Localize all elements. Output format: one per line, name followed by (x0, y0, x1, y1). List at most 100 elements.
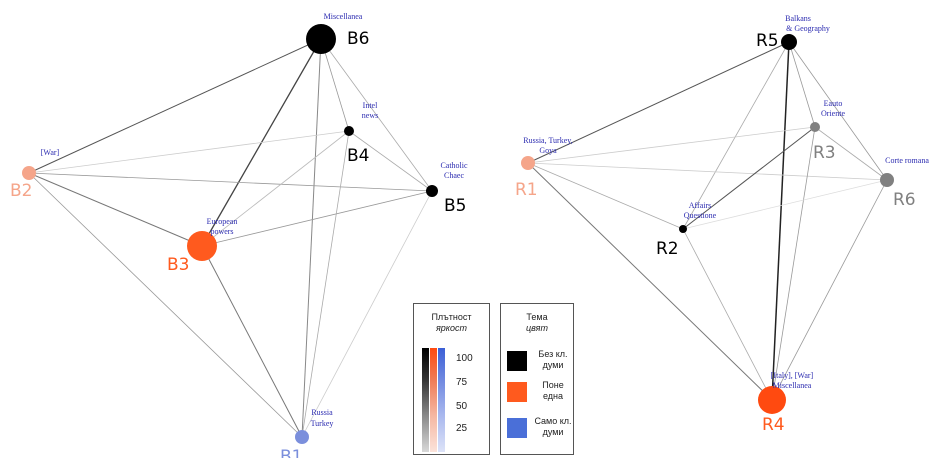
right-network-nodes (521, 34, 894, 414)
node-r3-label-line1: Eauto (824, 99, 843, 108)
edge-r5-r6 (788, 41, 888, 181)
node-r3[interactable] (810, 122, 820, 132)
node-r1-label-line2: Goya (539, 146, 557, 155)
node-b5[interactable] (426, 185, 438, 197)
legend-topic-subtitle: цвят (526, 323, 548, 333)
node-r4-label-line1: [Italy], [War] (771, 371, 814, 380)
node-r4[interactable] (758, 386, 786, 414)
node-r2-label-line1: Affairs (689, 201, 712, 210)
tick-50: 50 (456, 401, 468, 412)
edge-r5-r1 (527, 41, 790, 164)
left-network-edges (28, 38, 433, 438)
node-b1[interactable] (295, 430, 309, 444)
node-b4-label-line2: news (362, 111, 378, 120)
node-b5-label-line2: Chaec (444, 171, 464, 180)
node-b4-label-line1: Intel (363, 101, 378, 110)
node-r3-label-line2: Oriente (821, 109, 845, 118)
edge-b2-b1 (28, 172, 303, 438)
edge-r6-r4 (771, 179, 888, 401)
edge-r2-r4 (682, 228, 773, 401)
ramp-blue (438, 348, 445, 452)
tick-75: 75 (456, 377, 468, 388)
right-small-labels: Balkans & Geography Eauto Oriente Russia… (523, 14, 929, 390)
edge-b2-b5 (28, 172, 433, 192)
topic-swatch (507, 351, 527, 371)
node-b4[interactable] (344, 126, 354, 136)
node-b1-label-line1: Russia (311, 408, 333, 417)
left-small-labels: Miscellanea Intel news Catholic Chaec [W… (41, 12, 468, 428)
node-b5-id: B5 (444, 196, 466, 216)
edge-r5-r3 (788, 41, 816, 128)
legend-topic-row: Само кл. думи (507, 415, 573, 441)
legend-topic-row: Без кл. думи (507, 348, 573, 374)
node-r1-id: R1 (515, 180, 538, 200)
node-b2-label: [War] (41, 148, 60, 157)
legend-density-title: Плътност (431, 312, 472, 322)
node-b6[interactable] (306, 24, 336, 54)
node-b3-id: B3 (167, 255, 189, 275)
node-r6-id: R6 (893, 190, 916, 210)
node-b2[interactable] (22, 166, 36, 180)
edge-r1-r2 (527, 162, 684, 230)
node-id-labels: B6 B4 B5 B2 B3 B1 R5 R3 R1 R6 R2 R4 (10, 29, 916, 458)
node-r5[interactable] (781, 34, 797, 50)
edge-b6-b4 (320, 38, 350, 132)
topic-label: Само кл. думи (534, 416, 572, 437)
topic-label: Поне една (542, 380, 564, 401)
edge-b2-b4 (28, 130, 350, 174)
node-b6-id: B6 (347, 29, 369, 49)
node-r4-label-line2: Miscellanea (773, 381, 812, 390)
node-r6-label: Corte romana (885, 156, 929, 165)
edge-b2-b3 (28, 172, 203, 247)
node-b3-label-line2: powers (210, 227, 233, 236)
legend-topic: Тема цвят Без кл. думи Поне една Само кл… (500, 303, 574, 455)
node-r2[interactable] (679, 225, 687, 233)
edge-b6-b1 (301, 38, 322, 438)
edge-b3-b5 (201, 190, 433, 247)
edge-r6-r2 (682, 179, 888, 230)
node-r5-label-line2: & Geography (786, 24, 830, 33)
edge-r5-r2 (682, 41, 790, 230)
topic-swatch (507, 418, 527, 438)
edge-r3-r2 (682, 126, 816, 230)
node-b3-label-line1: European (207, 217, 238, 226)
node-r5-id: R5 (756, 31, 779, 51)
node-r4-id: R4 (762, 415, 785, 435)
node-r5-label-line1: Balkans (785, 14, 811, 23)
node-b6-label: Miscellanea (324, 12, 363, 21)
edge-r3-r4 (771, 126, 816, 401)
ramp-orange (430, 348, 437, 452)
node-r6[interactable] (880, 173, 894, 187)
edge-r1-r6 (527, 162, 888, 181)
node-b1-id: B1 (280, 447, 302, 458)
edge-r1-r3 (527, 126, 816, 164)
edge-b6-b2 (28, 38, 322, 174)
legend-topic-row: Поне една (507, 379, 573, 405)
topic-label: Без кл. думи (538, 349, 568, 370)
edge-b3-b4 (201, 130, 350, 247)
edge-r1-r4 (527, 162, 773, 401)
edge-b5-b1 (301, 190, 433, 438)
node-r2-id: R2 (656, 239, 679, 259)
ramp-black (422, 348, 429, 452)
node-b5-label-line1: Catholic (440, 161, 468, 170)
topic-swatch (507, 382, 527, 402)
node-b3[interactable] (187, 231, 217, 261)
right-network-edges (527, 41, 888, 401)
edge-b6-b5 (320, 38, 433, 192)
density-ramp (422, 348, 446, 452)
legend-topic-title: Тема (526, 312, 548, 322)
left-network-nodes (22, 24, 438, 444)
edge-b4-b1 (301, 130, 350, 438)
edge-r5-r4 (771, 41, 790, 401)
node-b1-label-line2: Turkey (311, 419, 334, 428)
tick-25: 25 (456, 423, 468, 434)
node-r2-label-line2: Questione (684, 211, 717, 220)
node-r3-id: R3 (813, 143, 836, 163)
legend-density-subtitle: яркост (435, 323, 468, 333)
node-b4-id: B4 (347, 146, 369, 166)
node-b2-id: B2 (10, 181, 32, 201)
legend-density: Плътност яркост 100 75 50 25 (413, 303, 490, 455)
node-r1[interactable] (521, 156, 535, 170)
